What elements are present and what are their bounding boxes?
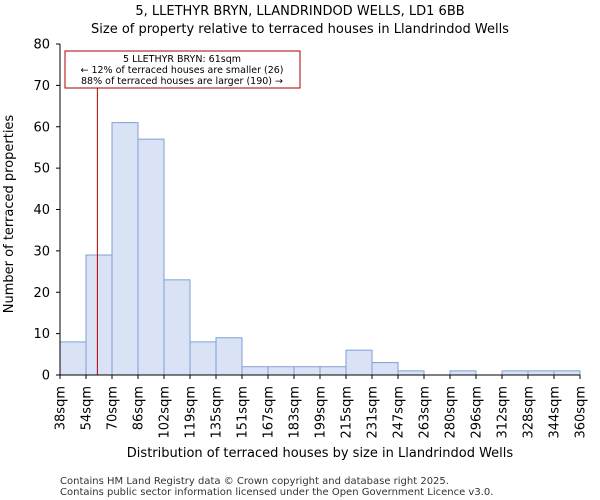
x-tick-label-280sqm: 280sqm — [444, 386, 459, 439]
x-tick-label-328sqm: 328sqm — [522, 386, 537, 439]
bar-247sqm — [397, 370, 425, 376]
bar-312sqm — [501, 370, 529, 376]
chart-title: 5, LLETHYR BRYN, LLANDRINDOD WELLS, LD1 … — [135, 4, 464, 19]
x-tick-label-199sqm: 199sqm — [314, 386, 329, 439]
x-tick-label-344sqm: 344sqm — [548, 386, 563, 439]
x-tick-label-296sqm: 296sqm — [470, 386, 485, 439]
annotation-line-3: 88% of terraced houses are larger (190) … — [81, 76, 283, 87]
y-tick-label-50: 50 — [33, 162, 50, 177]
x-tick-label-38sqm: 38sqm — [54, 386, 69, 430]
footer-line-1: Contains HM Land Registry data © Crown c… — [60, 476, 449, 487]
bar-38sqm — [59, 341, 87, 376]
bar-183sqm — [293, 366, 321, 376]
x-axis-label: Distribution of terraced houses by size … — [127, 446, 514, 461]
bar-215sqm — [345, 349, 373, 376]
y-axis-label: Number of terraced properties — [2, 115, 17, 314]
x-tick-label-215sqm: 215sqm — [340, 386, 355, 439]
y-tick-label-30: 30 — [33, 244, 50, 259]
y-tick-label-40: 40 — [33, 203, 50, 218]
bar-151sqm — [241, 366, 269, 376]
bar-70sqm — [111, 122, 139, 376]
footer-line-2: Contains public sector information licen… — [60, 487, 493, 498]
x-tick-label-231sqm: 231sqm — [366, 386, 381, 439]
x-tick-label-135sqm: 135sqm — [210, 386, 225, 439]
y-ticks-group: 0 10 20 30 40 50 60 70 80 — [33, 38, 60, 384]
y-tick-label-70: 70 — [33, 79, 50, 94]
x-tick-label-167sqm: 167sqm — [262, 386, 277, 439]
x-tick-label-119sqm: 119sqm — [184, 386, 199, 439]
x-tick-label-247sqm: 247sqm — [392, 386, 407, 439]
bar-102sqm — [163, 279, 191, 376]
x-tick-label-54sqm: 54sqm — [80, 386, 95, 430]
x-tick-label-360sqm: 360sqm — [574, 386, 589, 439]
bar-328sqm — [527, 370, 555, 376]
bar-119sqm — [189, 341, 217, 376]
x-tick-label-183sqm: 183sqm — [288, 386, 303, 439]
bar-167sqm — [267, 366, 295, 376]
bar-231sqm — [371, 362, 399, 376]
annotation-box: 5 LLETHYR BRYN: 61sqm ← 12% of terraced … — [64, 50, 301, 89]
bar-86sqm — [137, 138, 165, 376]
x-tick-label-263sqm: 263sqm — [418, 386, 433, 439]
annotation-line-2: ← 12% of terraced houses are smaller (26… — [80, 65, 283, 76]
x-tick-label-151sqm: 151sqm — [236, 386, 251, 439]
y-tick-label-20: 20 — [33, 286, 50, 301]
annotation-line-1: 5 LLETHYR BRYN: 61sqm — [123, 54, 241, 65]
x-tick-label-70sqm: 70sqm — [106, 386, 121, 430]
y-tick-label-80: 80 — [33, 38, 50, 53]
bar-54sqm — [85, 254, 113, 376]
bars-group — [59, 122, 581, 376]
bar-280sqm — [449, 370, 477, 376]
y-tick-label-10: 10 — [33, 327, 50, 342]
annotation-frame — [64, 50, 301, 89]
x-tick-label-312sqm: 312sqm — [496, 386, 511, 439]
bar-135sqm — [215, 337, 243, 376]
x-tick-label-102sqm: 102sqm — [158, 386, 173, 439]
y-tick-label-0: 0 — [42, 369, 50, 384]
x-tick-label-86sqm: 86sqm — [132, 386, 147, 430]
x-ticks-group: 38sqm 54sqm 70sqm 86sqm 102sqm 119sqm 135sqm 15… — [54, 375, 589, 439]
chart-subtitle: Size of property relative to terraced ho… — [91, 22, 509, 37]
y-tick-label-60: 60 — [33, 120, 50, 135]
bar-344sqm — [553, 370, 581, 376]
bar-199sqm — [319, 366, 347, 376]
